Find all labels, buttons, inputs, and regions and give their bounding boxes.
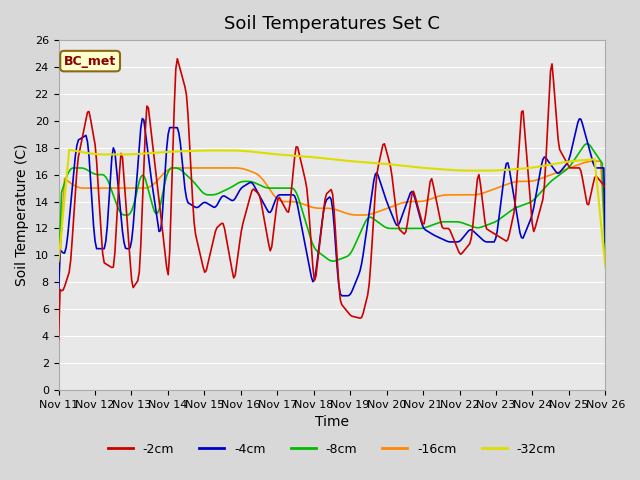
Legend: -2cm, -4cm, -8cm, -16cm, -32cm: -2cm, -4cm, -8cm, -16cm, -32cm [103,438,561,461]
Y-axis label: Soil Temperature (C): Soil Temperature (C) [15,144,29,286]
X-axis label: Time: Time [315,415,349,429]
Text: BC_met: BC_met [64,55,116,68]
Title: Soil Temperatures Set C: Soil Temperatures Set C [224,15,440,33]
